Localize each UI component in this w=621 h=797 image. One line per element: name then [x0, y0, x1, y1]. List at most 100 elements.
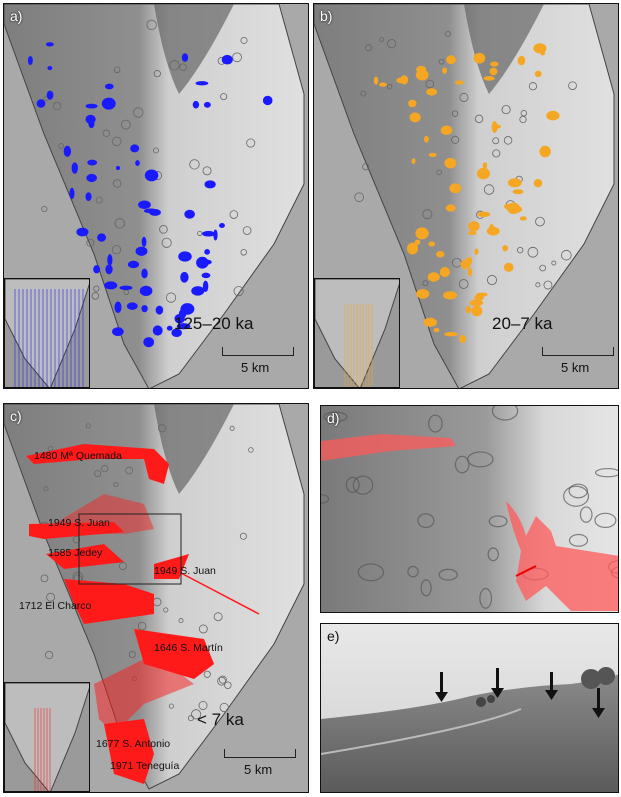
- crater: [594, 512, 617, 529]
- crater: [146, 19, 157, 31]
- vent-deposit: [474, 248, 479, 255]
- lava-flow: [515, 565, 537, 577]
- vent-deposit: [483, 76, 495, 81]
- vent-deposit: [152, 325, 163, 336]
- flow-label: 1949 S. Juan: [48, 517, 110, 529]
- crater: [133, 107, 144, 118]
- flow-label: 1585 Jedey: [48, 547, 103, 559]
- vent-deposit: [184, 209, 195, 219]
- crater: [179, 63, 187, 72]
- vent-deposit: [373, 76, 379, 85]
- vent-deposit: [104, 83, 114, 90]
- crater: [474, 114, 484, 124]
- vent-deposit: [143, 337, 155, 348]
- crater: [527, 246, 539, 258]
- crater: [43, 486, 49, 492]
- crater: [163, 607, 169, 613]
- vent-deposit: [475, 292, 488, 297]
- vent-deposit: [45, 42, 54, 47]
- crater: [197, 230, 203, 236]
- vent-deposit: [428, 152, 437, 157]
- crater: [118, 562, 127, 570]
- vent-deposit: [409, 112, 421, 123]
- detail-box: [78, 513, 182, 585]
- vent-deposit: [105, 264, 113, 275]
- vent-deposit: [203, 101, 211, 108]
- crater: [387, 39, 397, 49]
- panel-b-map: b) 20–7 ka 5 km: [313, 3, 619, 389]
- vent-deposit: [262, 95, 273, 106]
- age-label: < 7 ka: [197, 710, 244, 729]
- vent-deposit: [179, 252, 190, 258]
- crater: [137, 621, 147, 631]
- vent-deposit: [473, 52, 486, 64]
- relief-map: [4, 4, 305, 388]
- crater: [451, 110, 459, 117]
- age-label: 125–20 ka: [174, 314, 254, 333]
- crater: [198, 624, 208, 634]
- caldera-escarpment: [154, 404, 234, 494]
- vent-deposit: [519, 216, 527, 221]
- crater: [219, 702, 229, 713]
- vent-deposit: [178, 308, 187, 319]
- crater: [492, 149, 501, 158]
- crater: [420, 579, 432, 597]
- vent-deposit: [436, 251, 445, 258]
- vent-deposit: [107, 254, 113, 266]
- crater: [86, 238, 95, 247]
- landscape-photo: [321, 624, 618, 792]
- vent-deposit: [444, 332, 459, 337]
- caldera-escarpment: [154, 4, 234, 94]
- crater: [46, 592, 56, 602]
- vent-deposit: [86, 173, 97, 183]
- lava-flow: [64, 579, 154, 624]
- crater: [323, 411, 348, 423]
- crater: [159, 225, 168, 234]
- vent-deposit: [533, 179, 543, 188]
- vent-deposit: [546, 110, 560, 121]
- lava-flow: [29, 522, 124, 539]
- vent-deposit: [47, 66, 53, 71]
- crater: [203, 670, 211, 678]
- crater: [467, 451, 494, 468]
- island-relief: [4, 4, 305, 388]
- crater: [352, 475, 374, 495]
- crater: [58, 143, 64, 149]
- vent-deposit: [502, 245, 509, 252]
- vent-deposit: [489, 67, 498, 76]
- crater: [45, 650, 54, 660]
- crater: [594, 467, 618, 478]
- vent-deposit: [87, 159, 98, 166]
- crater: [535, 282, 541, 288]
- scale-label: 5 km: [241, 360, 270, 375]
- vent-deposit: [539, 145, 551, 158]
- vent-deposit: [85, 114, 96, 124]
- vent-deposit: [127, 260, 140, 269]
- crater: [568, 533, 589, 547]
- lava-flow: [46, 544, 124, 569]
- detail-relief: [321, 406, 618, 612]
- crater: [492, 137, 500, 145]
- vent-deposit: [181, 53, 189, 62]
- scale-label: 5 km: [244, 762, 273, 777]
- vent-deposit: [444, 157, 457, 169]
- crater: [232, 52, 242, 63]
- crater: [111, 136, 122, 147]
- vent-deposit: [491, 121, 498, 133]
- crater: [417, 513, 435, 529]
- crater: [112, 179, 122, 188]
- vent-deposit: [512, 189, 524, 195]
- flow-label: 1646 S. Martín: [154, 642, 223, 654]
- vent-deposit: [459, 334, 467, 344]
- vent-deposit: [191, 286, 205, 296]
- crater: [438, 568, 458, 581]
- scale-label: 5 km: [561, 360, 590, 375]
- vent-deposit: [442, 67, 448, 74]
- inset-map: [4, 682, 90, 792]
- vent-deposit: [416, 65, 427, 74]
- crater: [217, 676, 227, 686]
- inset-map: [4, 278, 90, 388]
- arrow-icon: [435, 668, 605, 718]
- vent-deposit: [143, 208, 158, 214]
